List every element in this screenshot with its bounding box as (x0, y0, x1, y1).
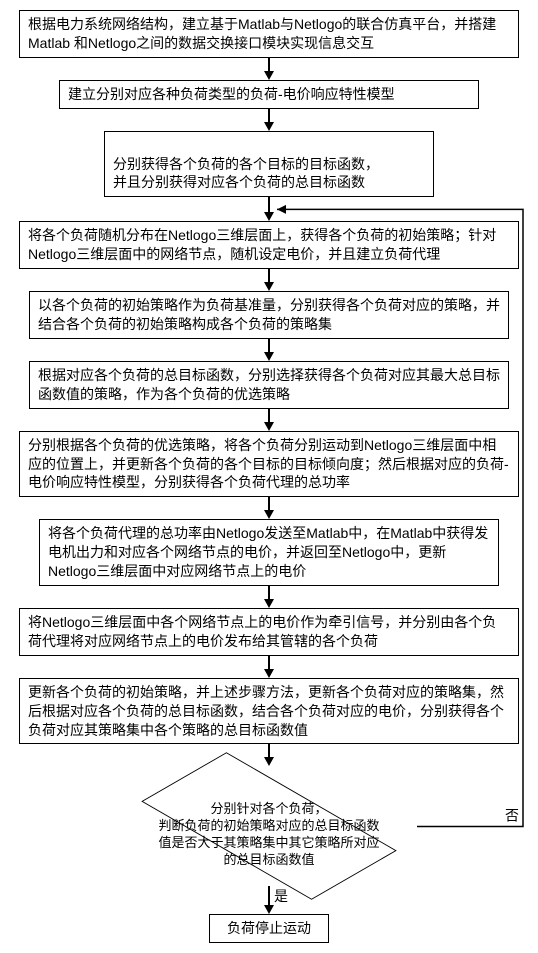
decision-text: 分别针对各个负荷， 判断负荷的初始策略对应的总目标函数值是否大于其策略集中其它策… (158, 801, 379, 867)
arrow-down-icon (264, 510, 274, 519)
connector (264, 269, 274, 291)
connector (264, 409, 274, 431)
connector (264, 656, 274, 678)
step-5-text: 以各个负荷的初始策略作为负荷基准量，分别获得各个负荷对应的策略，并结合各个负荷的… (38, 297, 500, 332)
arrow-down-icon (264, 757, 274, 766)
step-9-text: 将Netlogo三维层面中各个网络节点上的电价作为牵引信号，并分别由各个负荷代理… (28, 614, 496, 649)
connector (264, 109, 274, 131)
step-10-text: 更新各个负荷的初始策略，并上述步骤方法，更新各个负荷对应的策略集，然后根据对应各… (28, 684, 504, 738)
step-1-box: 根据电力系统网络结构，建立基于Matlab与Netlogo的联合仿真平台，并搭建… (19, 10, 519, 58)
label-yes: 是 (274, 886, 288, 906)
arrow-down-icon (264, 212, 274, 221)
connector (264, 58, 274, 80)
step-9-box: 将Netlogo三维层面中各个网络节点上的电价作为牵引信号，并分别由各个负荷代理… (19, 608, 519, 656)
arrow-down-icon (264, 599, 274, 608)
connector-feedback-join (264, 197, 274, 221)
arrow-down-icon (264, 71, 274, 80)
step-end-text: 负荷停止运动 (227, 920, 311, 936)
step-2-box: 建立分别对应各种负荷类型的负荷-电价响应特性模型 (59, 80, 479, 109)
arrow-down-icon (264, 122, 274, 131)
arrow-down-icon (264, 282, 274, 291)
connector (264, 586, 274, 608)
arrow-down-icon (264, 422, 274, 431)
step-8-box: 将各个负荷代理的总功率由Netlogo发送至Matlab中，在Matlab中获得… (39, 519, 499, 586)
connector-yes: 是 (264, 886, 274, 914)
step-3-box: 分别获得各个负荷的各个目标的目标函数， 并且分别获得对应各个负荷的总目标函数 (104, 131, 434, 198)
step-4-box: 将各个负荷随机分布在Netlogo三维层面上，获得各个负荷的初始策略；针对Net… (19, 221, 519, 269)
arrow-down-icon (264, 352, 274, 361)
step-end-box: 负荷停止运动 (209, 914, 329, 943)
connector (264, 497, 274, 519)
step-5-box: 以各个负荷的初始策略作为负荷基准量，分别获得各个负荷对应的策略，并结合各个负荷的… (29, 291, 509, 339)
arrow-down-icon (264, 669, 274, 678)
step-1-text: 根据电力系统网络结构，建立基于Matlab与Netlogo的联合仿真平台，并搭建… (28, 16, 496, 51)
decision-diamond: 分别针对各个负荷， 判断负荷的初始策略对应的总目标函数值是否大于其策略集中其它策… (119, 766, 419, 886)
step-7-box: 分别根据各个负荷的优选策略，将各个负荷分别运动到Netlogo三维层面中相应的位… (19, 431, 519, 498)
step-4-text: 将各个负荷随机分布在Netlogo三维层面上，获得各个负荷的初始策略；针对Net… (28, 227, 496, 262)
step-6-box: 根据对应各个负荷的总目标函数，分别选择获得各个负荷对应其最大总目标函数值的策略，… (29, 361, 509, 409)
step-7-text: 分别根据各个负荷的优选策略，将各个负荷分别运动到Netlogo三维层面中相应的位… (28, 437, 509, 491)
step-2-text: 建立分别对应各种负荷类型的负荷-电价响应特性模型 (68, 86, 395, 102)
step-8-text: 将各个负荷代理的总功率由Netlogo发送至Matlab中，在Matlab中获得… (48, 525, 488, 579)
connector (264, 744, 274, 766)
step-10-box: 更新各个负荷的初始策略，并上述步骤方法，更新各个负荷对应的策略集，然后根据对应各… (19, 678, 519, 745)
step-3-text: 分别获得各个负荷的各个目标的目标函数， 并且分别获得对应各个负荷的总目标函数 (113, 156, 379, 191)
step-6-text: 根据对应各个负荷的总目标函数，分别选择获得各个负荷对应其最大总目标函数值的策略，… (38, 367, 500, 402)
connector (264, 339, 274, 361)
